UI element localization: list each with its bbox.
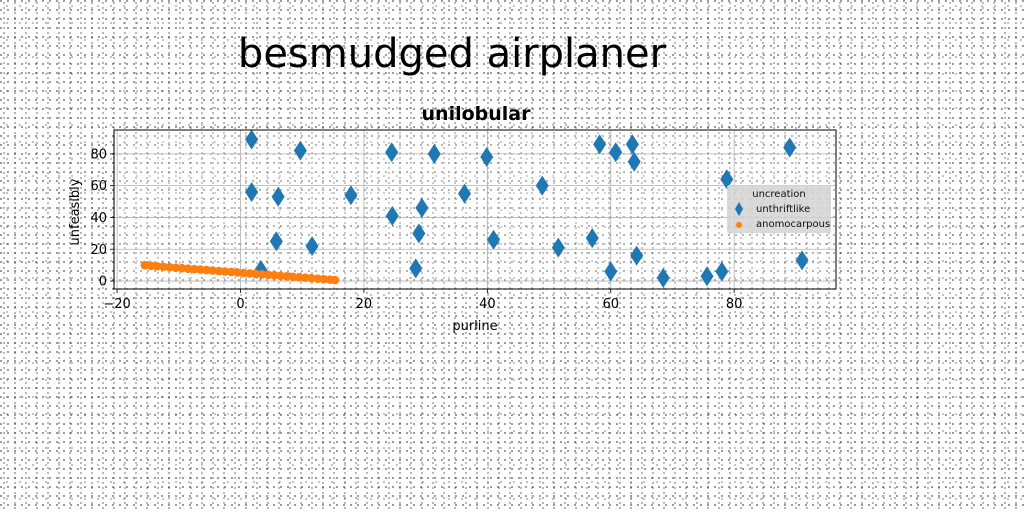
data-point-diamond: [535, 175, 549, 196]
data-point-diamond: [795, 250, 809, 271]
data-point-diamond: [305, 236, 319, 257]
legend: uncreation unthriftlike anomocarpous: [727, 185, 831, 233]
x-axis-label: purline: [452, 319, 497, 334]
data-point-circle: [270, 271, 279, 280]
data-point-circle: [165, 262, 174, 272]
data-point-diamond: [604, 261, 618, 282]
data-point-diamond: [720, 169, 734, 190]
data-point-diamond: [271, 186, 285, 207]
legend-title: uncreation: [752, 189, 806, 200]
data-point-diamond: [700, 266, 714, 287]
y-axis-label: unfeasibly: [68, 178, 83, 245]
data-point-circle: [226, 267, 236, 277]
figure-title: besmudged airplaner: [238, 31, 667, 77]
data-point-diamond: [593, 134, 607, 155]
data-point-circle: [307, 273, 316, 283]
grid-lines: [114, 130, 836, 289]
data-point-circle: [220, 267, 230, 276]
data-point-diamond: [609, 142, 623, 163]
x-tick-label: 20: [356, 297, 373, 312]
data-point-circle: [159, 262, 168, 272]
legend-label-series-2: anomocarpous: [756, 219, 830, 230]
data-point-circle: [208, 266, 218, 275]
legend-label-series-1: unthriftlike: [756, 204, 810, 215]
data-point-circle: [319, 274, 329, 284]
data-point-diamond: [715, 261, 729, 282]
data-point-circle: [233, 268, 242, 277]
data-point-diamond: [412, 223, 426, 244]
data-point-circle: [189, 264, 199, 274]
data-point-diamond: [344, 185, 358, 206]
data-point-circle: [146, 261, 156, 271]
data-point-diamond: [783, 137, 797, 158]
x-tick-label: 80: [726, 297, 743, 312]
data-point-circle: [239, 268, 248, 278]
data-point-diamond: [385, 142, 399, 163]
data-point-circle: [263, 270, 273, 280]
data-point-circle: [152, 261, 162, 271]
x-tick-label: 40: [479, 297, 496, 312]
data-point-diamond: [487, 229, 501, 250]
legend-marker-circle: [736, 222, 742, 228]
data-point-circle: [294, 272, 304, 282]
data-point-diamond: [293, 140, 307, 161]
data-point-diamond: [415, 197, 429, 218]
data-point-circle: [257, 270, 267, 279]
data-point-circle: [330, 275, 340, 285]
y-tick-label: 40: [90, 211, 107, 226]
data-point-circle: [276, 271, 285, 281]
series-anomocarpous: [140, 260, 340, 285]
legend-box: [727, 185, 831, 233]
x-tick-label: −20: [103, 297, 130, 312]
data-point-diamond: [480, 147, 494, 168]
data-point-circle: [282, 271, 292, 281]
y-axis: 0 20 40 60 80: [90, 147, 114, 290]
plot-area: [114, 130, 836, 289]
data-point-diamond: [627, 151, 641, 172]
x-axis: −20 0 20 40 60 80: [103, 289, 742, 312]
plot-frame: [113, 129, 837, 290]
data-point-diamond: [656, 267, 670, 288]
data-point-diamond: [409, 258, 423, 279]
y-tick-label: 80: [90, 147, 107, 162]
data-point-circle: [313, 274, 322, 283]
x-tick-label: 60: [602, 297, 619, 312]
data-point-diamond: [245, 182, 259, 203]
data-point-diamond: [245, 129, 259, 150]
data-point-circle: [196, 265, 205, 274]
data-point-circle: [171, 263, 181, 272]
x-tick-label: 0: [236, 297, 244, 312]
data-point-circle: [245, 269, 255, 278]
y-tick-label: 0: [99, 275, 107, 290]
data-point-circle: [288, 272, 298, 282]
chart-title: unilobular: [422, 103, 532, 125]
data-point-circle: [214, 266, 224, 276]
data-point-diamond: [427, 143, 441, 164]
data-point-diamond: [585, 228, 599, 249]
series-unthriftlike: [245, 129, 809, 288]
data-point-circle: [202, 265, 211, 275]
y-tick-label: 20: [90, 243, 107, 258]
data-point-diamond: [625, 134, 639, 155]
data-point-diamond: [385, 205, 399, 226]
y-tick-label: 60: [90, 179, 107, 194]
data-point-circle: [177, 263, 187, 273]
data-point-diamond: [551, 237, 565, 258]
data-point-diamond: [269, 231, 283, 252]
data-point-diamond: [458, 183, 472, 204]
legend-marker-diamond: [735, 202, 743, 216]
data-point-circle: [300, 273, 310, 283]
data-point-diamond: [630, 245, 644, 266]
data-point-circle: [183, 264, 193, 273]
data-point-circle: [251, 269, 261, 279]
data-series: [140, 129, 809, 288]
